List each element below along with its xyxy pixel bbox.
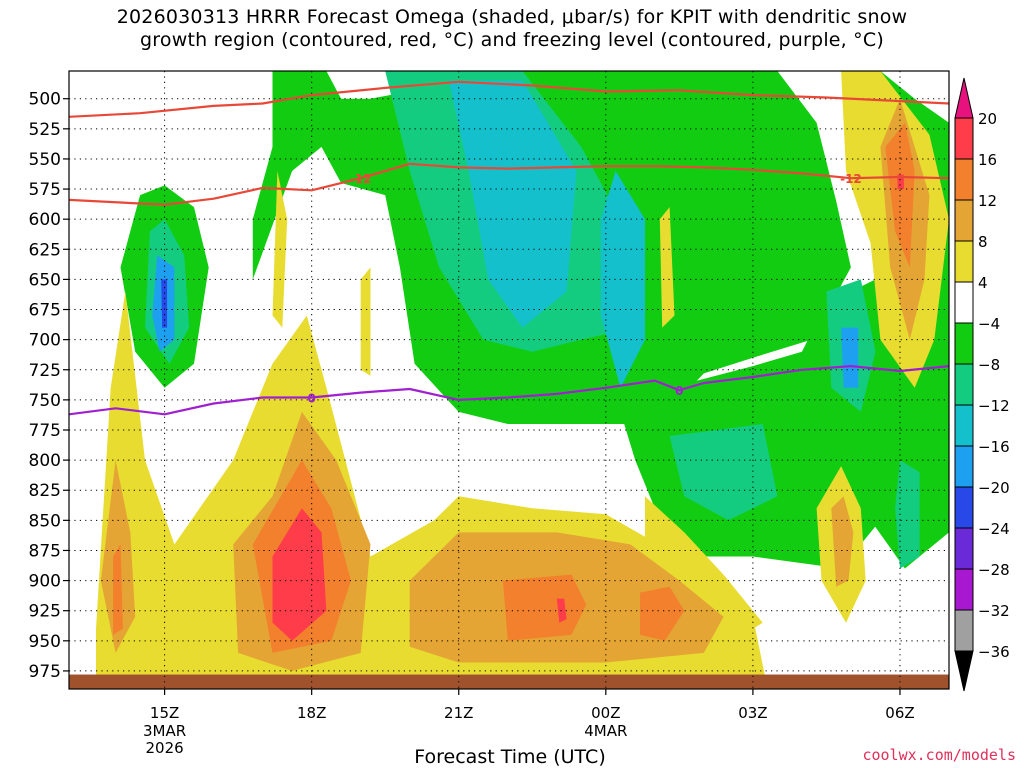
grid-lines (69, 71, 949, 689)
colorbar-label-1: 16 (978, 151, 997, 169)
colorbar-label-13: −36 (978, 643, 1010, 661)
terrain-strip (69, 674, 949, 689)
shade-yellow-sliver-3 (659, 207, 675, 328)
y-tick-label-8: 700 (29, 331, 61, 351)
colorbar-bin-12 (954, 609, 974, 652)
contour-line-1 (69, 162, 949, 206)
title-line-2: growth region (contoured, red, °C) and f… (140, 29, 884, 51)
colorbar-label-0: 20 (978, 110, 997, 128)
y-tick-label-1: 525 (29, 120, 61, 140)
chart-title: 2026030313 HRRR Forecast Omega (shaded, … (0, 6, 1024, 52)
y-tick-label-11: 775 (29, 421, 61, 441)
colorbar-bin-5 (954, 322, 974, 365)
y-tick-label-15: 875 (29, 541, 61, 561)
y-tick-label-0: 500 (29, 90, 61, 110)
colorbar-bin-1 (954, 158, 974, 201)
shade-red-ne (885, 122, 915, 268)
colorbar-label-12: −32 (978, 602, 1010, 620)
y-tick-label-5: 625 (29, 240, 61, 260)
omega-shading (69, 71, 949, 689)
y-tick-label-14: 850 (29, 511, 61, 531)
plot-frame (68, 70, 950, 690)
colorbar-label-2: 12 (978, 192, 997, 210)
y-tick-label-6: 650 (29, 270, 61, 290)
colorbar-bin-3 (954, 240, 974, 283)
colorbar-label-10: −24 (978, 520, 1010, 538)
shade-orange-east (831, 496, 854, 587)
y-tick-label-10: 750 (29, 391, 61, 411)
y-tick-label-9: 725 (29, 361, 61, 381)
x-tick-label-1: 18Z (297, 704, 326, 722)
credit-text: coolwx.com/models (862, 746, 1016, 764)
y-tick-label-16: 900 (29, 572, 61, 592)
colorbar-bin-2 (954, 199, 974, 242)
y-tick-label-18: 950 (29, 632, 61, 652)
x-tick-label-3: 00Z (591, 704, 620, 722)
colorbar-label-7: −12 (978, 397, 1010, 415)
colorbar-label-3: 8 (978, 233, 988, 251)
contour-label-1-1: -12 (840, 172, 862, 186)
y-axis-ticks: 500 525 550 575 600 625 650 675 700 725 750 775 800 8… (29, 90, 69, 682)
x-tick-sublabel-0-0: 3MAR (143, 722, 186, 740)
colorbar-bin-4 (954, 281, 974, 324)
colorbar-bin-11 (954, 568, 974, 611)
contour-label-2-1: 0 (675, 384, 683, 398)
shade-blue-east (841, 327, 859, 388)
contour-line-0 (69, 80, 949, 118)
shade-teal-lower (669, 424, 778, 521)
shade-magenta-ne (897, 174, 904, 190)
colorbar-bin-10 (954, 527, 974, 570)
colorbar-bin-0 (954, 117, 974, 160)
y-tick-label-13: 825 (29, 481, 61, 501)
colorbar-label-4: 4 (978, 274, 988, 292)
shade-cyan-00z (600, 171, 645, 388)
x-tick-label-5: 06Z (885, 704, 914, 722)
shade-magenta-18z (272, 508, 327, 641)
shade-teal-se (895, 460, 920, 569)
x-tick-sublabel-0-1: 2026 (146, 739, 184, 757)
colorbar-label-8: −16 (978, 438, 1010, 456)
x-axis-title: Forecast Time (UTC) (414, 746, 606, 768)
shade-red-22z (502, 574, 587, 641)
colorbar-label-6: −8 (978, 356, 1000, 374)
y-tick-label-17: 925 (29, 602, 61, 622)
shade-magenta-22z (556, 598, 567, 623)
x-tick-label-2: 21Z (444, 704, 473, 722)
colorbar-label-9: −20 (978, 479, 1010, 497)
colorbar-top-arrow (954, 77, 974, 119)
title-line-1: 2026030313 HRRR Forecast Omega (shaded, … (116, 6, 908, 28)
colorbar-label-11: −28 (978, 561, 1010, 579)
x-tick-label-0: 15Z (150, 704, 179, 722)
shade-cyan-core (448, 80, 577, 328)
y-tick-label-19: 975 (29, 662, 61, 682)
x-tick-sublabel-3-0: 4MAR (584, 722, 627, 740)
y-tick-label-2: 550 (29, 150, 61, 170)
shade-yellow-sliver-2 (360, 267, 371, 376)
y-tick-label-12: 800 (29, 451, 61, 471)
shade-red-15z (113, 544, 123, 635)
colorbar-bin-9 (954, 486, 974, 529)
x-tick-label-4: 03Z (738, 704, 767, 722)
colorbar-bin-7 (954, 404, 974, 447)
y-tick-label-3: 575 (29, 180, 61, 200)
colorbar-label-5: −4 (978, 315, 1000, 333)
contour-label-1-0: -12 (350, 172, 372, 186)
shade-red-01z (640, 586, 685, 641)
plot-area: -12 -12 0 0 (69, 71, 949, 689)
y-tick-label-4: 600 (29, 210, 61, 230)
colorbar-bin-6 (954, 363, 974, 406)
contour-line-2 (69, 365, 949, 416)
contour-label-2-0: 0 (307, 391, 315, 405)
colorbar: 20 16 12 8 4 −4 −8 −12 −16 −20 −24 −28 −32 −36 (954, 77, 1010, 692)
contour-lines: -12 -12 0 0 (69, 80, 949, 416)
colorbar-bin-8 (954, 445, 974, 488)
colorbar-bottom-arrow (954, 650, 974, 692)
y-tick-label-7: 675 (29, 301, 61, 321)
